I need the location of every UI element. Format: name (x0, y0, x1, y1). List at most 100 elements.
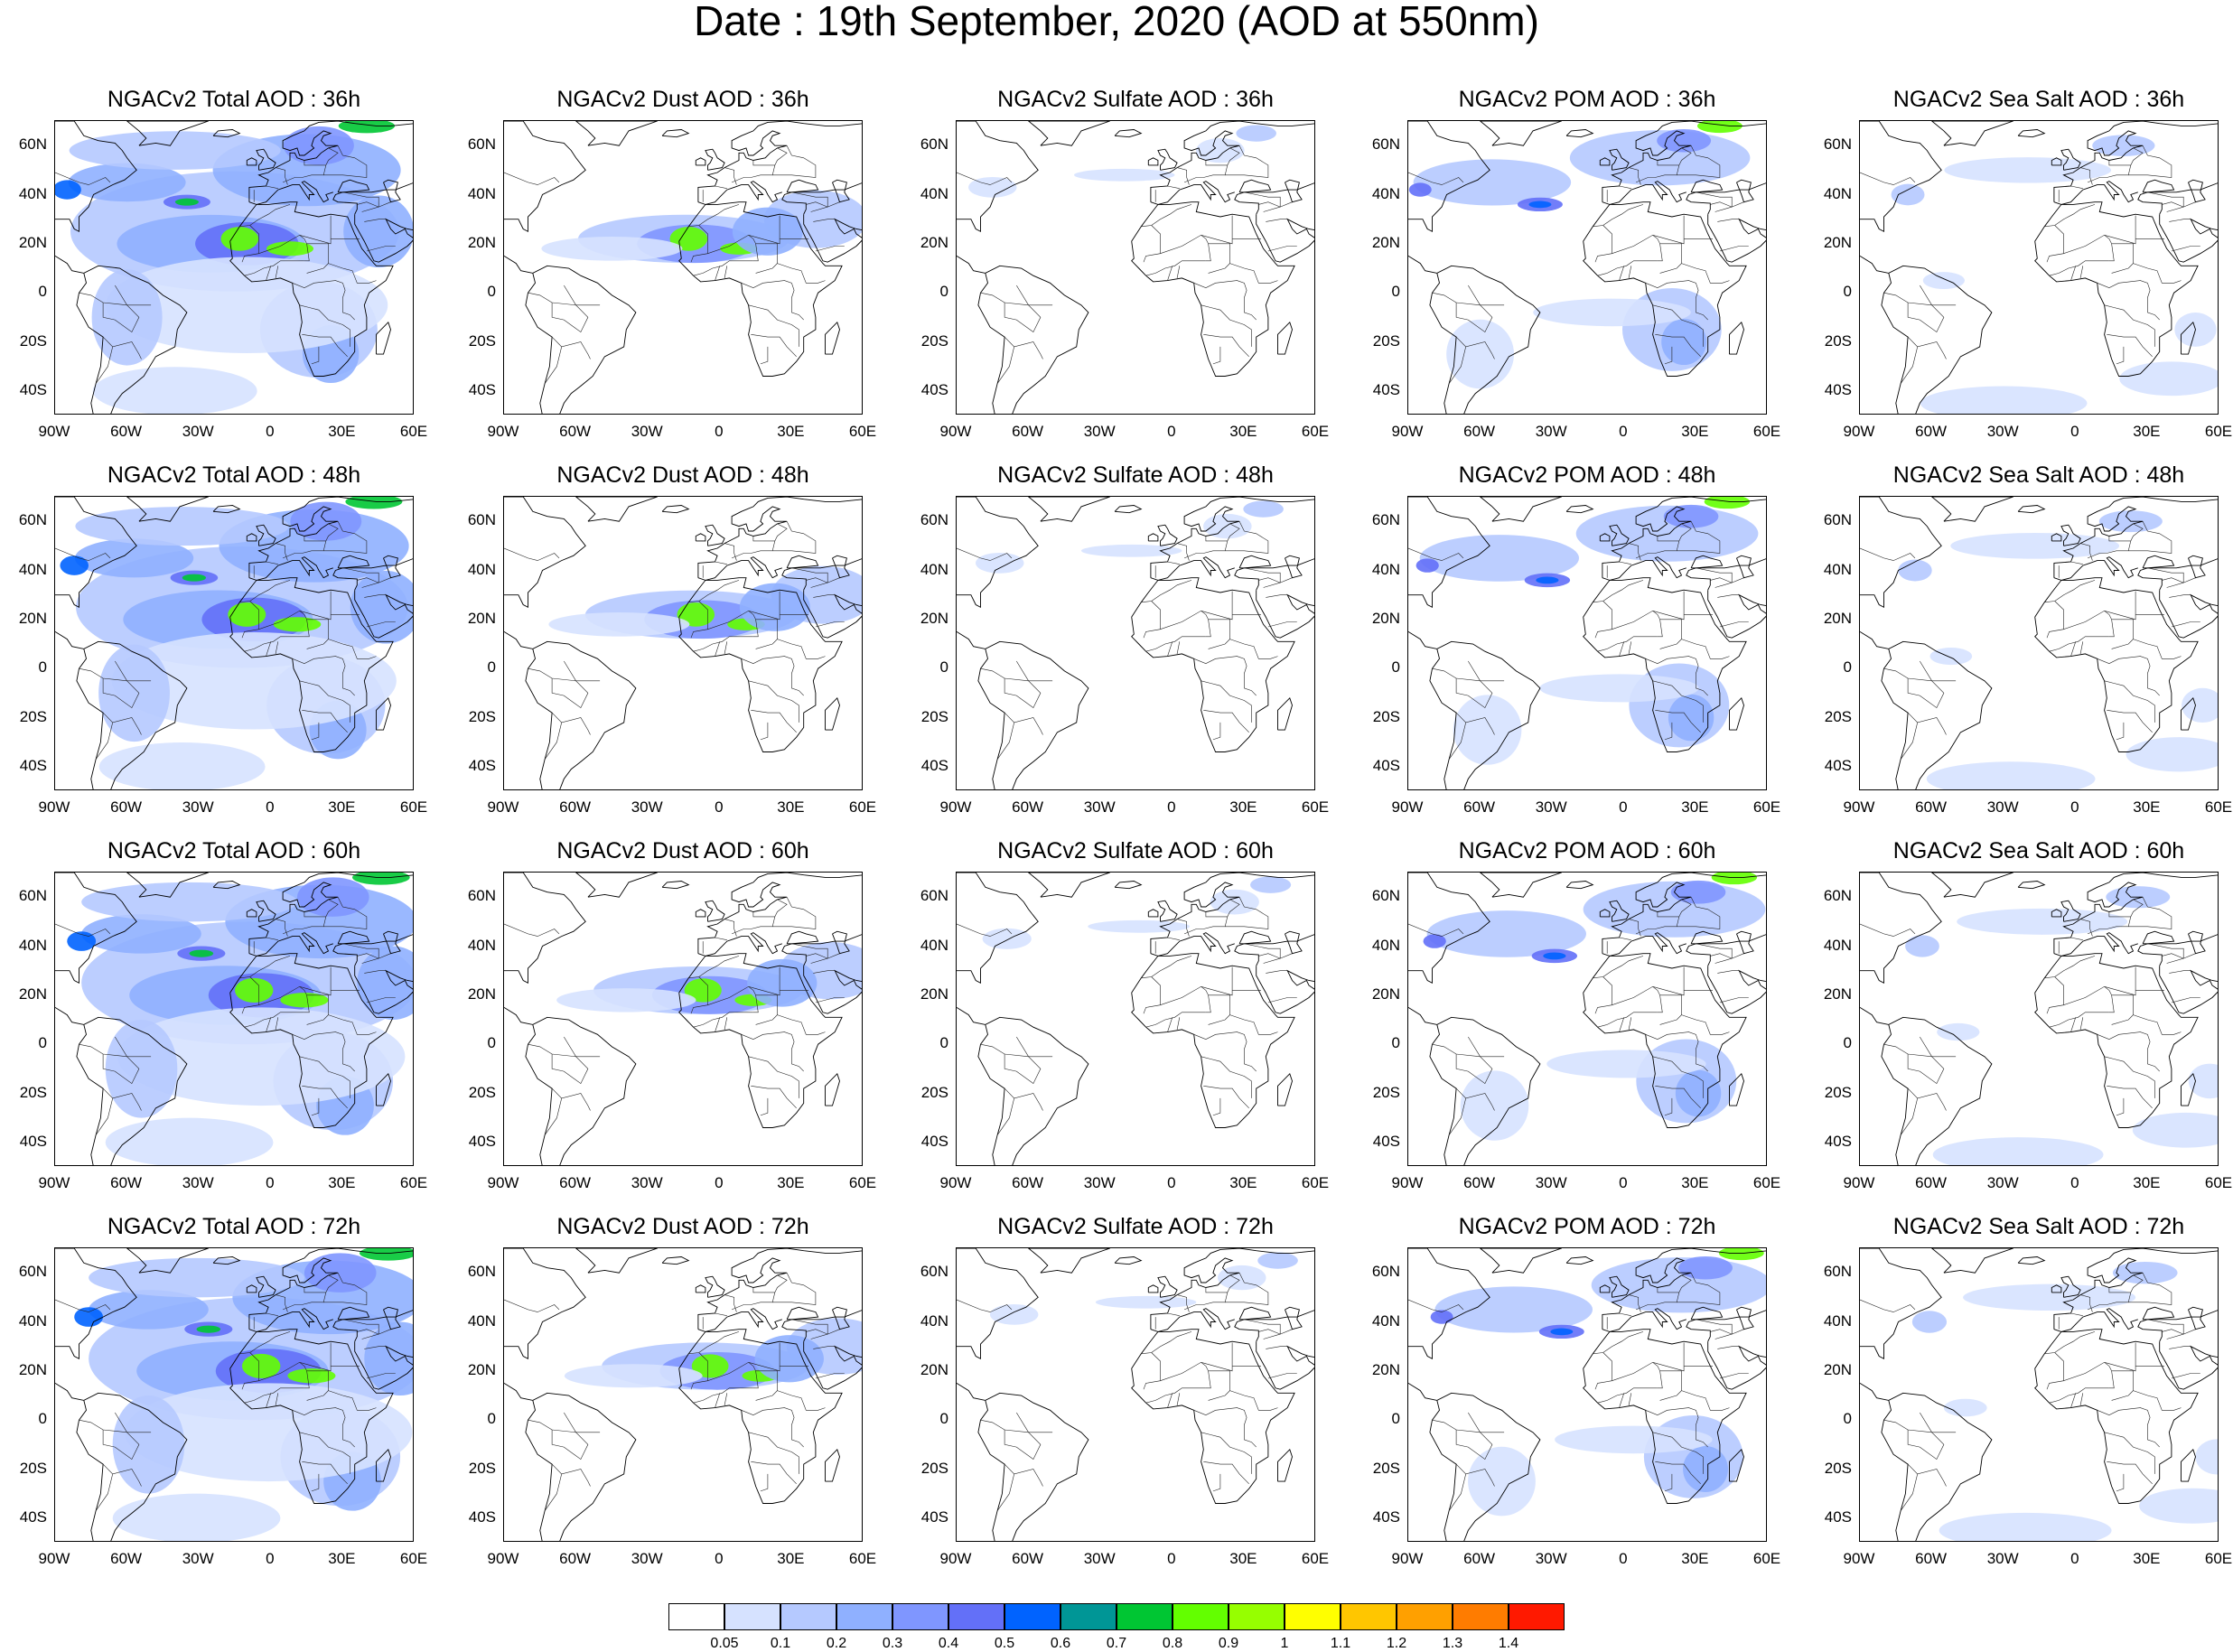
aod-field (111, 631, 397, 730)
coastline (1150, 1308, 1235, 1332)
coastline (126, 497, 209, 522)
aod-field (1243, 500, 1284, 518)
lat-tick-label: 60N (920, 511, 948, 529)
country-border (1612, 234, 1663, 262)
lat-tick-label: 60N (18, 135, 47, 154)
coastline (504, 121, 586, 233)
map-panel-dust-72h (503, 1247, 863, 1542)
country-border (1678, 899, 1692, 918)
coastline (1860, 497, 1942, 609)
country-border (1717, 594, 1740, 598)
coastline (1238, 930, 1272, 945)
coastline (1285, 930, 1303, 955)
country-border (1681, 1014, 1730, 1035)
country-border (1004, 712, 1043, 735)
panel-title: NGACv2 Sea Salt AOD : 60h (1892, 838, 2185, 863)
lat-tick-label: 0 (1391, 658, 1400, 677)
country-border (1455, 660, 1493, 709)
lon-tick-label: 30W (1083, 798, 1116, 816)
country-border (2080, 919, 2093, 937)
lat-tick-label: 20S (19, 331, 47, 350)
country-border (1004, 336, 1043, 359)
country-border (1183, 911, 1229, 935)
coastline (337, 930, 370, 945)
coastline (1602, 181, 1686, 205)
aod-field (1536, 576, 1559, 584)
country-border (1883, 1043, 1957, 1058)
lat-tick-label: 0 (1843, 658, 1852, 677)
coastline (2017, 1256, 2046, 1265)
country-border (325, 899, 339, 918)
country-border (1408, 923, 1464, 937)
country-border (690, 225, 708, 263)
aod-field (68, 163, 186, 202)
lon-tick-label: 30E (2133, 1174, 2161, 1191)
country-border (1907, 1087, 1947, 1111)
coastline (2053, 121, 2218, 215)
country-border (751, 710, 797, 733)
lat-tick-label: 20N (467, 985, 496, 1003)
coastline (1930, 1248, 2013, 1274)
lon-tick-label: 90W (1391, 1174, 1424, 1191)
coastline (1157, 148, 1178, 171)
lon-tick-label: 30E (2133, 423, 2161, 440)
aod-field (1920, 386, 2088, 414)
country-border (102, 285, 140, 333)
aod-map (1408, 873, 1766, 1165)
country-border (1645, 1407, 1708, 1448)
country-border (1714, 1329, 1744, 1339)
country-border (275, 641, 279, 654)
coastline (1599, 909, 1611, 918)
country-border (1143, 1352, 1161, 1390)
country-border (1004, 285, 1042, 333)
country-border (2128, 897, 2172, 929)
country-border (1883, 1419, 1957, 1433)
country-border (1141, 1331, 1192, 1355)
aod-field (541, 236, 683, 261)
coastline (575, 1248, 658, 1274)
coastline (2188, 555, 2206, 579)
panel-title: NGACv2 Total AOD : 72h (107, 1214, 361, 1239)
country-border (1714, 577, 1744, 588)
coastline (354, 1341, 413, 1390)
lat-tick-label: 0 (1843, 283, 1852, 301)
country-border (755, 619, 778, 649)
lat-tick-label: 40S (1824, 380, 1852, 398)
country-border (266, 1393, 272, 1408)
coastline (248, 121, 413, 215)
coastline (957, 1248, 1039, 1360)
coastline (376, 1448, 391, 1482)
lat-tick-label: 20N (920, 233, 948, 251)
coastline (504, 1248, 586, 1360)
lat-tick-label: 40S (468, 1507, 496, 1526)
country-border (361, 577, 391, 588)
coastline (2181, 321, 2196, 355)
aod-field (1661, 318, 1707, 366)
coastline (55, 121, 137, 233)
coastline (1256, 966, 1314, 1014)
lat-tick-label: 60N (1823, 887, 1852, 905)
coastline (504, 1007, 637, 1165)
figure-title: Date : 19th September, 2020 (AOD at 550n… (694, 0, 1539, 44)
country-border (748, 1056, 799, 1098)
coastline (697, 1308, 782, 1332)
aod-field (732, 207, 803, 256)
country-border (2166, 953, 2196, 964)
coastline (2017, 505, 2046, 514)
country-border (772, 1273, 817, 1305)
country-border (813, 1346, 836, 1349)
country-border (815, 621, 845, 628)
coastline (383, 179, 401, 203)
country-border (2046, 601, 2064, 639)
country-border (1266, 1346, 1288, 1349)
coastline (1599, 533, 1611, 542)
lat-tick-label: 40N (1823, 560, 1852, 578)
country-border (2070, 1312, 2083, 1316)
country-border (1193, 1407, 1257, 1448)
country-border (810, 1329, 840, 1339)
country-border (2133, 1390, 2182, 1411)
colorbar-swatch (1060, 1603, 1116, 1630)
country-border (980, 667, 1053, 682)
lat-tick-label: 20S (1824, 331, 1852, 350)
country-border (102, 336, 142, 359)
